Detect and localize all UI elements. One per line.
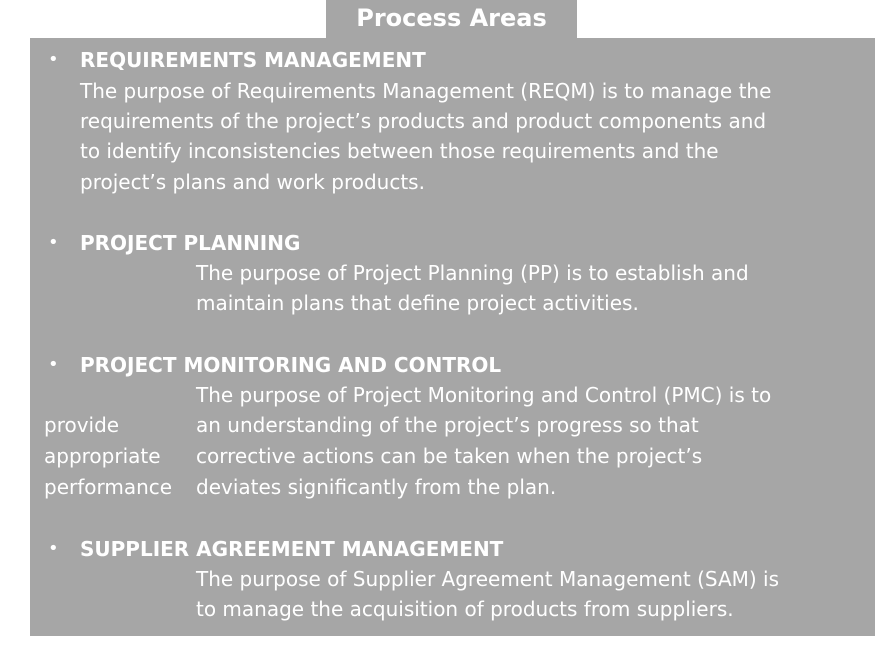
area-heading-pp: PROJECT PLANNING — [80, 231, 301, 255]
process-areas-panel: • REQUIREMENTS MANAGEMENT The purpose of… — [30, 38, 875, 636]
side-word: performance — [44, 475, 173, 499]
area-heading-sam: SUPPLIER AGREEMENT MANAGEMENT — [80, 537, 504, 561]
side-word: appropriate — [44, 444, 161, 468]
area-heading-reqm: REQUIREMENTS MANAGEMENT — [80, 48, 426, 72]
area-description-line: deviates significantly from the plan. — [196, 475, 557, 499]
area-description-line: to identify inconsistencies between thos… — [80, 139, 719, 163]
area-description-line: project’s plans and work products. — [80, 170, 425, 194]
area-description-line: The purpose of Project Monitoring and Co… — [196, 383, 772, 407]
area-description-line: requirements of the project’s products a… — [80, 109, 767, 133]
area-description-line: an understanding of the project’s progre… — [196, 413, 699, 437]
area-description-line: maintain plans that define project activ… — [196, 291, 639, 315]
bullet: • — [48, 232, 59, 253]
area-description-line: corrective actions can be taken when the… — [196, 444, 703, 468]
area-description-line: The purpose of Requirements Management (… — [80, 79, 772, 103]
area-description-line: The purpose of Project Planning (PP) is … — [196, 261, 749, 285]
page-title: Process Areas — [326, 0, 577, 38]
area-heading-pmc: PROJECT MONITORING AND CONTROL — [80, 353, 502, 377]
bullet: • — [48, 538, 59, 559]
bullet: • — [48, 354, 59, 375]
bullet: • — [48, 49, 59, 70]
side-word: provide — [44, 413, 120, 437]
area-description-line: to manage the acquisition of products fr… — [196, 597, 734, 621]
area-description-line: The purpose of Supplier Agreement Manage… — [196, 567, 780, 591]
